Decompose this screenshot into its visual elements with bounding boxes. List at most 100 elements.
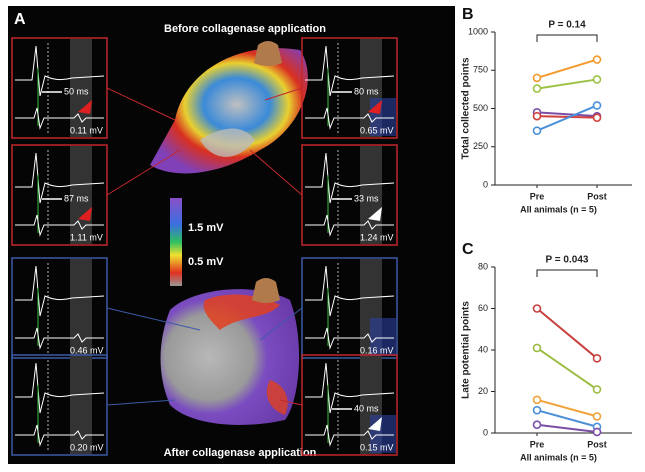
series-line [536,398,598,418]
bipolar-trace [305,107,394,130]
data-point [532,126,542,135]
inset-blue [370,415,396,453]
map-region [266,380,288,415]
x-tick-label: Post [587,191,607,201]
y-tick-label: 20 [478,386,488,396]
inset-shade [70,356,92,454]
connector [106,307,201,331]
y-tick-label: 750 [473,65,488,75]
bipolar-trace [15,107,104,130]
connector [249,149,303,196]
map-region [203,294,280,330]
inset [301,37,398,139]
series-line [536,104,598,132]
amplitude-label: 1.11 mV [70,232,103,242]
inset-blue [370,318,396,356]
data-point [532,405,542,415]
series-line [536,307,598,360]
bipolar-trace [305,214,394,237]
interval-label: 50 ms [64,86,89,96]
y-axis-label: Total collected points [461,57,472,159]
arrowhead [368,207,382,221]
x-axis-label: All animals (n = 5) [520,452,597,462]
arrowhead [368,417,382,431]
arrowhead [78,207,92,221]
x-tick-label: Post [587,439,607,449]
series-line [536,78,598,90]
connector [106,149,181,196]
color-bar-max: 1.5 mV [188,222,224,234]
data-point [592,385,602,394]
voltage-map-before [150,48,308,174]
title-after: After collagenase application [164,447,317,459]
data-point [592,113,602,122]
inset [301,144,398,246]
data-point [532,420,542,430]
inset-blue [370,98,396,136]
connector [106,399,176,406]
data-point [592,412,602,421]
title-before: Before collagenase application [164,23,326,35]
bipolar-trace [15,424,104,447]
data-point [532,111,542,121]
map-region [200,128,255,157]
y-tick-label: 0 [483,427,488,437]
x-axis-label: All animals (n = 5) [520,204,597,214]
connector [279,399,303,406]
series-line [536,115,598,119]
amplitude-label: 1.24 mV [360,232,394,242]
data-point [532,395,542,405]
bipolar-trace [305,424,394,447]
arrowhead [78,100,92,114]
bipolar-trace [15,214,104,237]
y-axis-label: Late potential points [461,301,472,399]
bipolar-trace [15,327,104,350]
y-tick-label: 0 [483,179,488,189]
data-point [592,55,602,64]
amplitude-label: 0.20 mV [70,442,104,452]
series-line [536,409,598,428]
interval-label: 40 ms [354,403,379,413]
inset [11,37,108,139]
data-point [592,353,602,363]
inset-shade [70,259,92,357]
series-line [536,111,598,118]
amplitude-label: 0.65 mV [360,125,394,135]
data-point [532,73,542,83]
series-line [536,58,598,79]
panel-label: B [462,6,474,23]
amplitude-label: 0.11 mV [70,125,103,135]
y-tick-label: 60 [478,303,488,313]
arrowhead [368,100,382,114]
series-line [536,347,598,391]
torso-icon [254,41,282,66]
panel-a: 1.5 mV 0.5 mV A Before collagenase appli… [11,11,398,459]
connector [106,87,176,121]
data-point [592,427,602,437]
connector [264,87,303,101]
data-point [592,75,602,84]
voltage-map-after [160,289,300,425]
amplitude-label: 0.15 mV [360,442,394,452]
connector [259,307,303,341]
data-point [532,84,542,93]
interval-label: 33 ms [354,193,379,203]
significance-bracket [536,34,598,42]
inset [11,354,108,456]
panel-label: A [14,11,26,28]
inset [11,144,108,246]
interval-label: 80 ms [354,86,379,96]
series-line [536,423,598,433]
interval-label: 87 ms [64,193,89,203]
y-tick-label: 40 [478,344,488,354]
data-point [592,101,602,110]
data-point [532,343,542,353]
panel-label: C [462,241,474,258]
annotation: P = 0.043 [546,255,589,266]
annotation: P = 0.14 [548,20,586,31]
data-point [532,304,542,313]
inset [301,257,398,359]
x-tick-label: Pre [530,191,545,201]
bipolar-trace [305,327,394,350]
